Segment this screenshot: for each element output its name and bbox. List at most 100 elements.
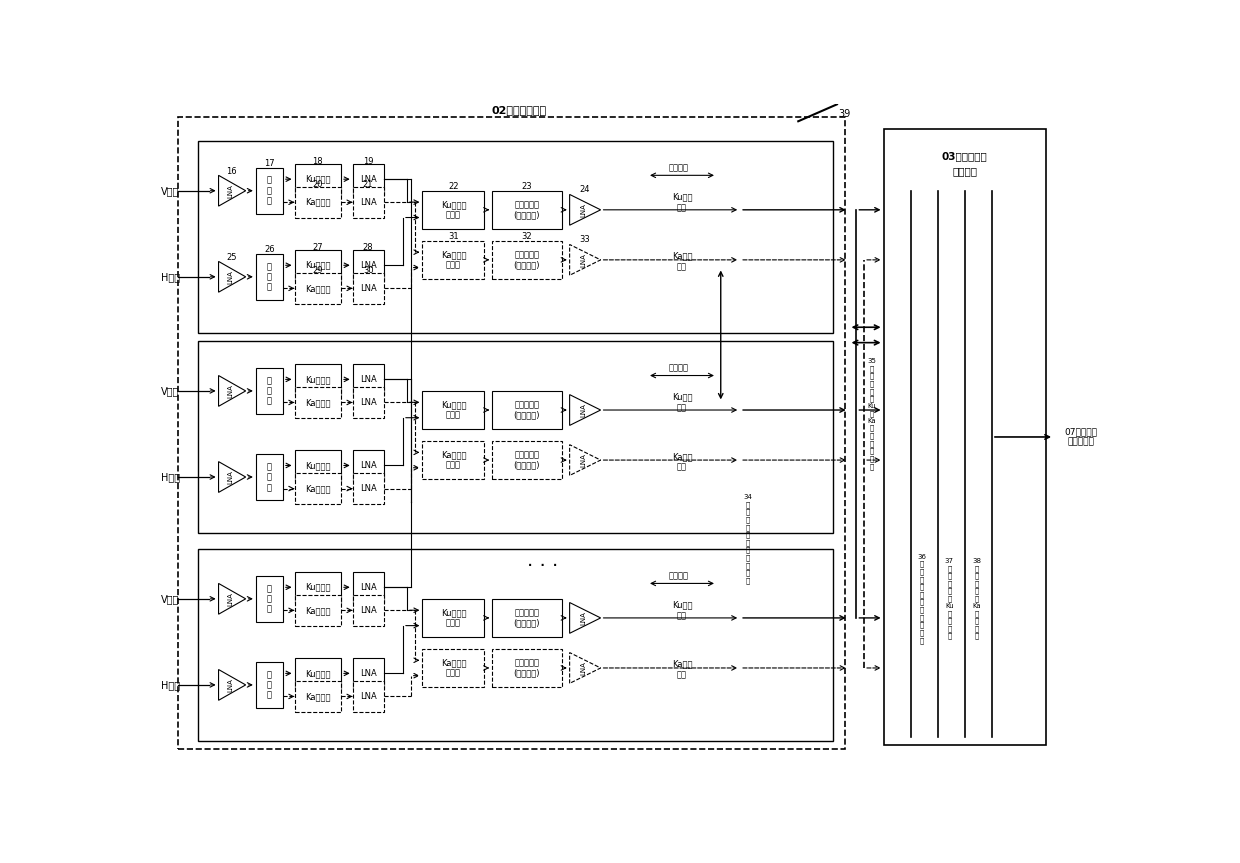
Bar [295,164,341,194]
Text: 38
接
收
子
阵
间
Ka
馈
电
网
络: 38 接 收 子 阵 间 Ka 馈 电 网 络 [972,557,981,639]
Text: LNA: LNA [580,453,587,467]
Bar [352,364,383,394]
Text: Ka滤波器: Ka滤波器 [305,606,331,614]
Text: 31: 31 [448,232,459,242]
Polygon shape [218,462,246,493]
Bar [492,441,562,479]
Text: H极化: H极化 [161,680,180,690]
Text: LNA: LNA [360,198,377,207]
Bar [255,167,283,214]
Text: 20: 20 [312,180,322,189]
Text: LNA: LNA [228,678,234,692]
Bar [255,368,283,414]
Text: 双
工
器: 双 工 器 [267,670,272,700]
Text: Ka极化调
整模块: Ka极化调 整模块 [440,450,466,469]
Text: Ku滤波器: Ku滤波器 [305,174,331,184]
Text: LNA: LNA [360,398,377,407]
Text: Ka滤波器: Ka滤波器 [305,284,331,293]
Text: 合走线层: 合走线层 [952,167,977,176]
Text: Ku射频
信号: Ku射频 信号 [672,393,692,413]
Text: H极化: H极化 [161,272,180,282]
Text: LNA: LNA [580,203,587,217]
Text: LNA: LNA [228,592,234,606]
Bar [255,454,283,501]
Text: 18: 18 [312,157,324,166]
Text: 24: 24 [580,185,590,193]
Text: 33: 33 [580,235,590,243]
Bar [295,572,341,602]
Polygon shape [569,652,600,683]
Text: Ku射频
信号: Ku射频 信号 [672,601,692,620]
Text: 07综合信息
一体化平台: 07综合信息 一体化平台 [1065,427,1097,447]
Bar [423,241,485,279]
Polygon shape [569,444,600,476]
Text: 30: 30 [363,266,373,275]
Text: 39: 39 [838,109,851,118]
Bar [295,364,341,394]
Bar [492,391,562,429]
Text: 双
工
器: 双 工 器 [267,176,272,205]
Text: Ka滤波器: Ka滤波器 [305,198,331,207]
Bar [179,117,844,749]
Text: 03接收阵面综: 03接收阵面综 [942,151,988,161]
Bar [352,450,383,481]
Text: . . .: . . . [527,551,558,570]
Bar [352,273,383,304]
Text: LNA: LNA [228,384,234,398]
Text: LNA: LNA [360,174,377,184]
Bar [255,576,283,622]
Text: 27: 27 [312,243,324,252]
Text: 34
接
收
子
阵
内
波
控
综
合
走
线: 34 接 收 子 阵 内 波 控 综 合 走 线 [744,494,753,584]
Bar [295,387,341,418]
Bar [883,129,1047,745]
Bar [352,387,383,418]
Text: Ka滤波器: Ka滤波器 [305,484,331,493]
Text: LNA: LNA [580,403,587,417]
Text: LNA: LNA [228,470,234,484]
Text: Ka射频
信号: Ka射频 信号 [672,452,692,471]
Bar [352,595,383,626]
Text: Ku滤波器: Ku滤波器 [305,583,331,592]
Text: 22: 22 [448,182,459,192]
Text: Ka极化调
整模块: Ka极化调 整模块 [440,658,466,677]
Bar [492,241,562,279]
Text: 02接收子阵模块: 02接收子阵模块 [492,104,547,115]
Bar [295,658,341,689]
Bar [197,341,833,533]
Bar [492,599,562,637]
Text: Ku极化调
整模块: Ku极化调 整模块 [440,400,466,419]
Text: 多功能芯片
(移相衰减): 多功能芯片 (移相衰减) [513,450,541,469]
Text: 波控电源: 波控电源 [668,363,688,372]
Bar [295,250,341,280]
Text: 多功能芯片
(移相衰减): 多功能芯片 (移相衰减) [513,250,541,269]
Text: 35
接
收
子
阵
内
Ku
和
Ka
频
段
射
频
走
线: 35 接 收 子 阵 内 Ku 和 Ka 频 段 射 频 走 线 [868,358,877,469]
Text: 多功能芯片
(移相衰减): 多功能芯片 (移相衰减) [513,658,541,677]
Text: 16: 16 [227,167,237,176]
Text: 23: 23 [522,182,532,192]
Bar [352,250,383,280]
Text: 25: 25 [227,253,237,262]
Bar [295,450,341,481]
Text: 双
工
器: 双 工 器 [267,376,272,406]
Text: 多功能芯片
(移相衰减): 多功能芯片 (移相衰减) [513,608,541,627]
Bar [255,662,283,708]
Polygon shape [569,194,600,225]
Text: Ku滤波器: Ku滤波器 [305,461,331,470]
Text: 双
工
器: 双 工 器 [267,584,272,614]
Bar [423,391,485,429]
Bar [423,649,485,687]
Text: Ku极化调
整模块: Ku极化调 整模块 [440,608,466,627]
Text: LNA: LNA [228,270,234,284]
Bar [492,649,562,687]
Bar [295,595,341,626]
Text: LNA: LNA [580,253,587,267]
Text: LNA: LNA [228,184,234,198]
Text: LNA: LNA [360,261,377,270]
Polygon shape [218,375,246,406]
Polygon shape [218,670,246,700]
Bar [255,254,283,300]
Polygon shape [218,175,246,206]
Bar [352,681,383,712]
Bar [295,273,341,304]
Text: 多功能芯片
(移相衰减): 多功能芯片 (移相衰减) [513,400,541,419]
